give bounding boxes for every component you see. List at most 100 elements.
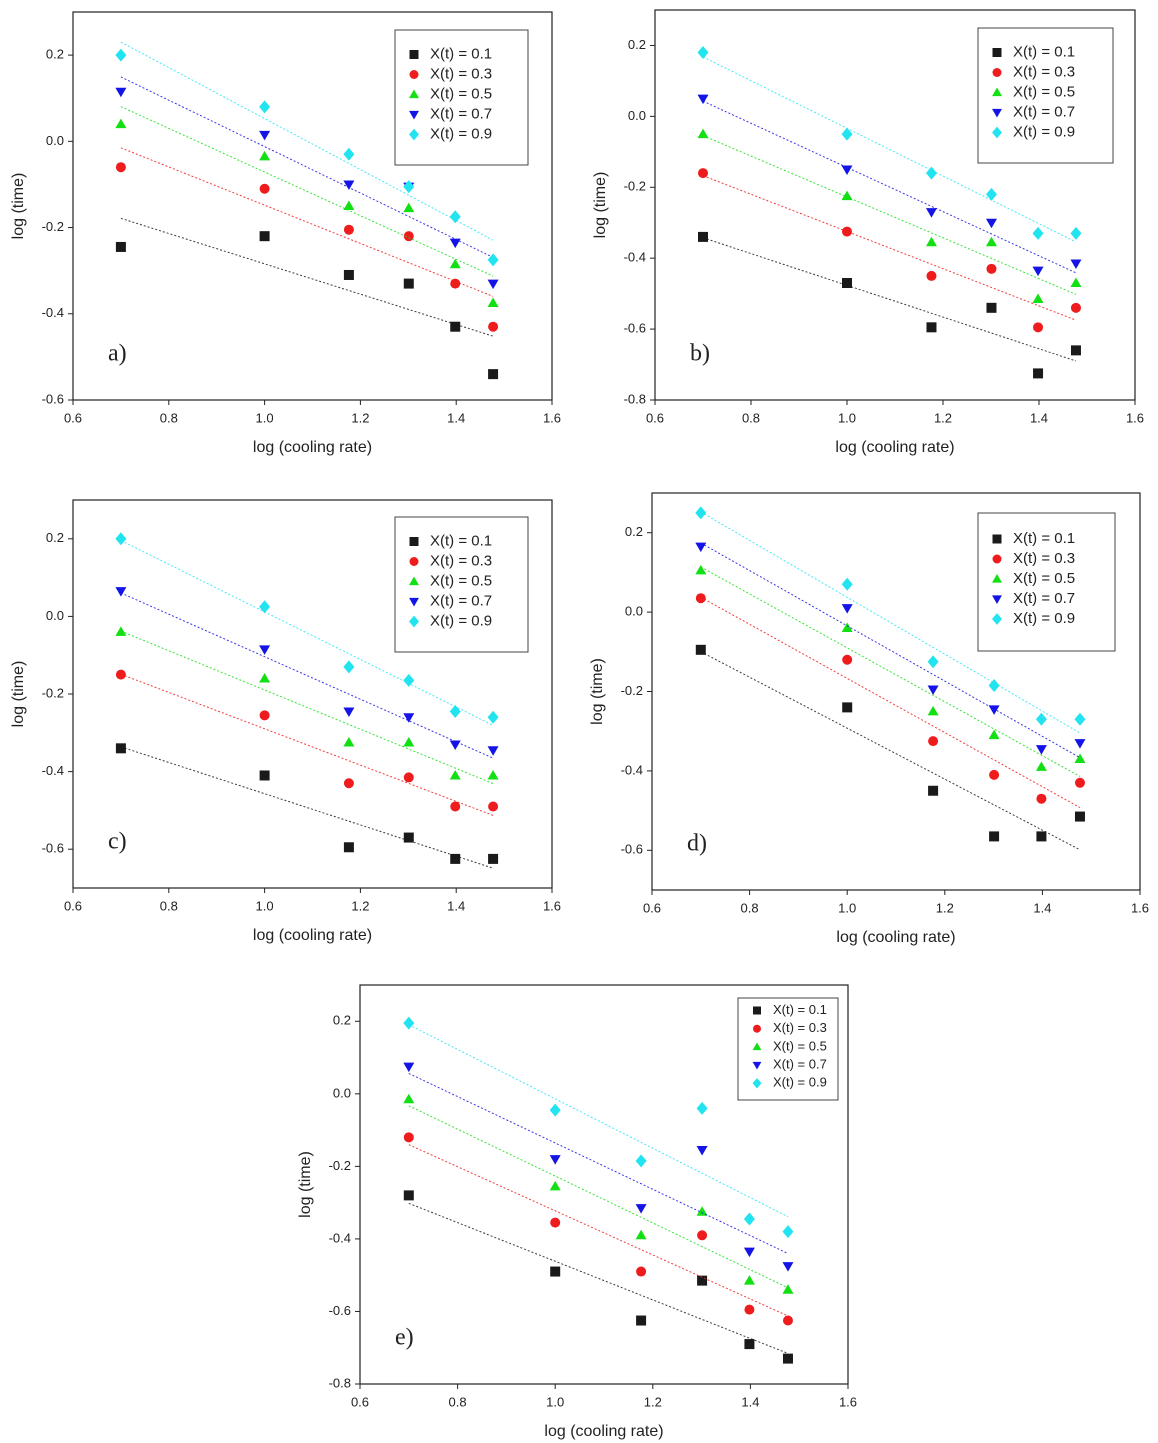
x-tick-label: 1.2 [351,410,369,425]
point [697,128,709,139]
x-tick-label: 1.0 [256,410,274,425]
point [988,729,1000,740]
point [1032,266,1044,277]
plot-frame [359,984,849,1385]
point [488,369,499,380]
x-tick-label: 1.4 [447,410,465,425]
y-axis-title: log (time) [592,172,609,239]
fit-line [702,175,1077,321]
point [743,1212,755,1226]
y-tick-label: -0.4 [621,762,643,777]
point [403,278,414,289]
point [449,769,461,780]
point [841,577,853,591]
point [1074,753,1086,763]
point [989,831,1000,842]
legend-marker [409,597,419,607]
point [1035,745,1047,755]
point [989,769,1000,780]
point [259,600,271,614]
point [925,208,937,218]
point [403,832,414,843]
point [449,740,461,750]
point [403,737,415,747]
point [549,1103,561,1117]
point [985,218,997,229]
y-tick-label: -0.2 [329,1158,351,1173]
point [487,769,499,780]
point [1033,322,1044,333]
fit-line [120,673,494,816]
y-tick-label: -0.6 [621,842,643,857]
point [696,1101,708,1115]
point [259,100,271,114]
point [1070,259,1082,269]
legend-label: X(t) = 0.1 [773,1002,827,1017]
legend-marker [992,87,1002,97]
legend-marker [409,89,419,99]
x-tick-label: 0.6 [64,898,82,913]
legend-marker [992,126,1002,139]
fit-line [700,511,1081,734]
legend-label: X(t) = 0.3 [773,1020,827,1035]
legend-marker [992,534,1002,544]
x-tick-label: 0.6 [64,410,82,425]
point [782,1353,793,1364]
point [698,231,708,242]
point [343,707,355,717]
point [925,236,937,247]
point [115,669,126,680]
legend-marker [992,68,1002,77]
point [696,1206,708,1216]
panel: 0.6 0.8 1.0 1.2 1.4 1.6 -0.8 -0.6 -0.4 -0.2 0.0 0.2… [297,984,857,1440]
fit-line [408,1144,789,1317]
x-tick-label: 1.6 [839,1394,857,1409]
x-tick-label: 1.2 [351,898,369,913]
point [115,118,127,129]
point [782,1225,794,1239]
point [115,626,127,636]
legend-marker [753,1024,761,1033]
legend-label: X(t) = 0.1 [430,45,492,62]
y-tick-label: -0.8 [624,391,646,406]
fit-line [120,106,494,277]
legend-marker [409,110,419,120]
legend-label: X(t) = 0.7 [430,592,492,609]
point [1035,761,1047,771]
point [488,853,499,864]
legend-label: X(t) = 0.5 [773,1038,827,1053]
point [343,660,355,674]
legend-label: X(t) = 0.5 [1013,570,1075,587]
point [343,147,355,161]
point [343,200,355,210]
point [1036,793,1047,804]
point [926,322,937,333]
point [1070,345,1081,356]
x-tick-label: 1.6 [1131,900,1149,915]
x-axis-title: log (cooling rate) [544,1423,663,1440]
fit-line [408,1202,789,1354]
point [697,94,709,105]
point [1074,811,1085,822]
point [259,710,270,721]
panel-letter: b) [690,341,710,367]
y-tick-label: -0.2 [42,685,64,700]
legend-marker [753,1006,761,1015]
point [115,87,127,98]
point [1070,302,1081,313]
x-tick-label: 0.8 [160,410,178,425]
y-tick-label: 0.0 [46,133,64,148]
fit-line [120,746,494,869]
fit-line [702,56,1077,243]
point [403,673,415,687]
point [403,713,415,723]
x-tick-label: 1.0 [838,410,856,425]
legend-marker [992,48,1002,57]
legend-marker [409,128,419,141]
fit-line [120,540,494,726]
point [259,672,271,683]
point [697,1230,708,1241]
x-tick-label: 0.8 [742,410,760,425]
point [403,1093,415,1104]
legend-label: X(t) = 0.7 [430,105,492,122]
